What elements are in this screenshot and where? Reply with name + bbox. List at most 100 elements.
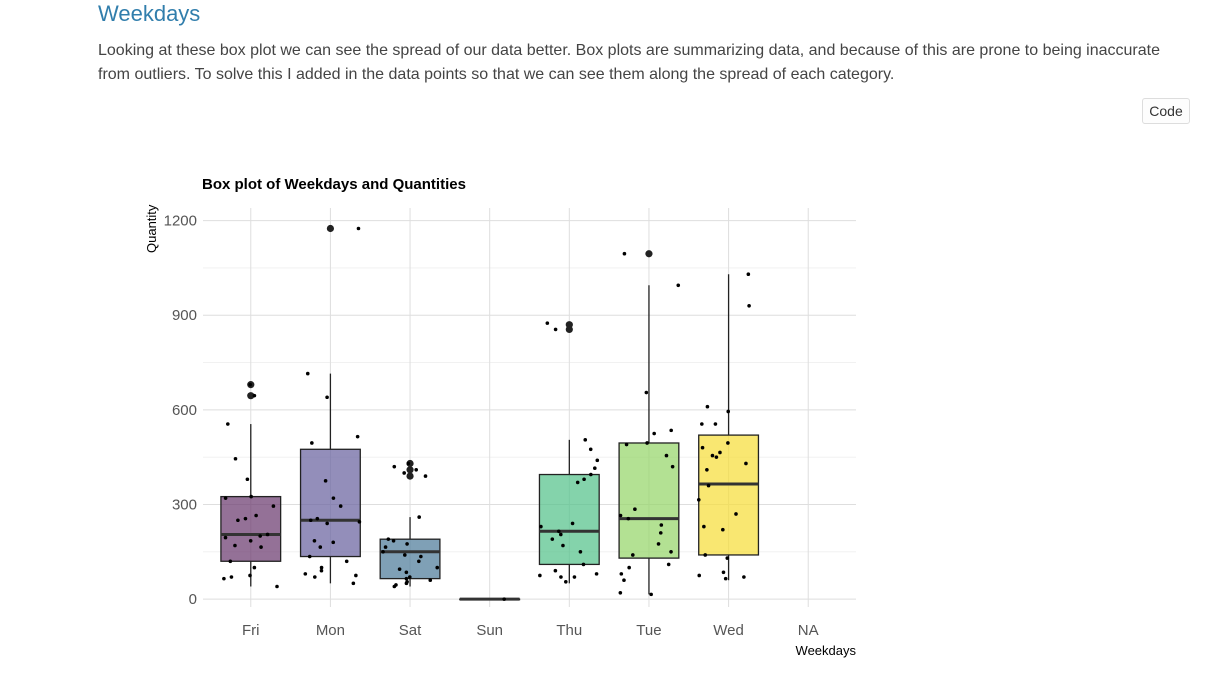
x-tick-label: Fri bbox=[242, 622, 260, 639]
data-point bbox=[307, 554, 312, 559]
data-point bbox=[344, 559, 349, 564]
data-point bbox=[559, 575, 563, 579]
data-point bbox=[325, 521, 329, 526]
data-point bbox=[559, 532, 563, 537]
data-point bbox=[245, 477, 250, 482]
data-point bbox=[575, 480, 580, 485]
x-tick-label: Tue bbox=[636, 622, 661, 639]
data-point bbox=[581, 562, 586, 567]
y-tick-label: 300 bbox=[172, 496, 197, 513]
data-point bbox=[318, 545, 323, 549]
data-point bbox=[386, 537, 391, 541]
data-point bbox=[229, 575, 234, 579]
data-point bbox=[404, 576, 409, 581]
box-sun bbox=[459, 597, 521, 601]
data-point bbox=[631, 553, 635, 557]
x-tick-label: NA bbox=[798, 622, 819, 639]
x-tick-label: Sat bbox=[399, 622, 422, 639]
data-point bbox=[578, 550, 583, 554]
data-point bbox=[265, 532, 270, 537]
y-tick-label: 0 bbox=[189, 591, 197, 608]
box-thu bbox=[538, 321, 600, 584]
data-point bbox=[649, 592, 653, 597]
data-point bbox=[622, 578, 626, 582]
data-point bbox=[243, 516, 248, 521]
data-point bbox=[713, 422, 718, 426]
x-axis-label: Weekdays bbox=[796, 643, 857, 658]
data-point bbox=[723, 576, 728, 581]
data-point bbox=[664, 453, 669, 458]
data-point bbox=[419, 554, 423, 559]
data-point bbox=[331, 540, 336, 545]
data-point bbox=[583, 438, 588, 442]
data-point bbox=[248, 538, 253, 543]
data-point bbox=[726, 441, 730, 445]
data-point bbox=[428, 578, 433, 582]
data-point bbox=[423, 474, 428, 478]
data-point bbox=[645, 441, 649, 445]
outlier-point bbox=[645, 250, 653, 258]
data-point bbox=[403, 553, 407, 557]
data-point bbox=[553, 327, 558, 332]
section-paragraph: Looking at these box plot we can see the… bbox=[98, 42, 1160, 83]
data-point bbox=[404, 570, 409, 575]
data-point bbox=[417, 515, 421, 519]
data-point bbox=[406, 461, 411, 466]
x-tick-label: Wed bbox=[713, 622, 744, 639]
data-point bbox=[405, 542, 409, 546]
data-point bbox=[258, 534, 262, 538]
box-body bbox=[618, 442, 680, 559]
data-point bbox=[252, 565, 257, 570]
data-point bbox=[383, 545, 388, 549]
data-point bbox=[417, 559, 421, 564]
data-point bbox=[392, 464, 397, 469]
data-point bbox=[705, 404, 710, 409]
data-point bbox=[539, 524, 543, 529]
data-point bbox=[721, 527, 725, 532]
data-point bbox=[747, 303, 751, 308]
x-tick-label: Mon bbox=[316, 622, 345, 639]
data-point bbox=[726, 409, 731, 414]
data-point bbox=[223, 535, 228, 540]
data-point bbox=[402, 471, 406, 475]
data-point bbox=[323, 479, 328, 483]
data-point bbox=[392, 584, 397, 589]
y-axis-label: Quantity bbox=[144, 204, 159, 253]
box-body bbox=[698, 434, 760, 556]
data-point bbox=[351, 581, 356, 586]
data-point bbox=[397, 567, 402, 571]
box-mon bbox=[299, 224, 361, 584]
data-point bbox=[228, 559, 233, 564]
code-toggle-button[interactable]: Code bbox=[1142, 98, 1190, 124]
data-point bbox=[223, 496, 228, 500]
x-tick-label: Sun bbox=[476, 622, 503, 639]
data-point bbox=[744, 461, 748, 466]
y-tick-label: 600 bbox=[172, 402, 197, 419]
data-point bbox=[319, 565, 324, 570]
data-point bbox=[725, 556, 730, 560]
data-point bbox=[656, 542, 661, 546]
data-point bbox=[319, 568, 324, 573]
data-point bbox=[618, 513, 623, 518]
data-point bbox=[669, 428, 673, 433]
data-point bbox=[570, 521, 575, 526]
data-point bbox=[233, 543, 237, 548]
data-point bbox=[746, 272, 751, 277]
data-point bbox=[696, 497, 701, 502]
data-point bbox=[275, 584, 279, 589]
data-point bbox=[435, 565, 440, 570]
data-point bbox=[697, 573, 702, 578]
data-point bbox=[310, 441, 314, 445]
data-point bbox=[588, 447, 593, 452]
data-point bbox=[338, 504, 343, 508]
data-point bbox=[538, 573, 542, 578]
data-point bbox=[644, 390, 649, 395]
data-point bbox=[618, 591, 623, 595]
data-point bbox=[331, 496, 336, 500]
data-point bbox=[308, 518, 313, 523]
data-point bbox=[669, 550, 673, 554]
data-point bbox=[572, 575, 577, 579]
data-point bbox=[652, 431, 656, 436]
y-tick-label: 1200 bbox=[164, 213, 197, 230]
